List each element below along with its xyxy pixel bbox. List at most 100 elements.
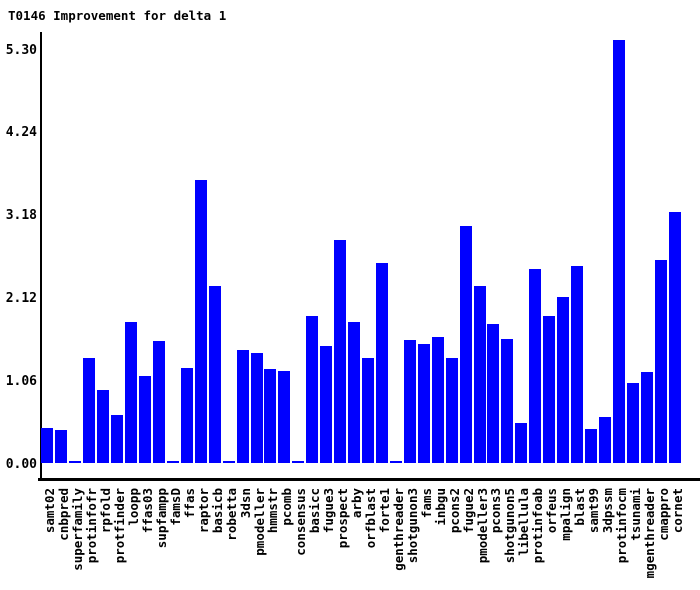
- x-tick-label-libellula: libellula: [516, 488, 532, 556]
- bar-fams: [418, 344, 430, 463]
- x-tick-label-samt02: samt02: [42, 488, 58, 534]
- x-tick-label-fugue3: fugue3: [321, 488, 337, 534]
- bar-3dsn: [237, 350, 249, 463]
- bar-arby: [348, 322, 360, 463]
- x-tick-label-inbgu: inbgu: [432, 488, 448, 526]
- bar-protfinder: [111, 415, 123, 463]
- x-axis-line: [38, 478, 700, 481]
- x-tick-label-famsD: famsD: [167, 488, 183, 526]
- x-tick-label-protinfofr: protinfofr: [84, 488, 100, 564]
- x-tick-label-samt99: samt99: [586, 488, 602, 534]
- bar-ffas03: [139, 376, 151, 463]
- x-tick-label-arby: arby: [349, 488, 365, 519]
- x-tick-label-loopp: loopp: [126, 488, 142, 526]
- x-tick-label-pcons3: pcons3: [488, 488, 504, 534]
- bar-pcomb: [278, 371, 290, 463]
- bar-protinfocm: [613, 40, 625, 463]
- x-tick-label-prospect: prospect: [335, 488, 351, 549]
- x-tick-label-mgenthreader: mgenthreader: [641, 488, 657, 579]
- y-tick-label: 1.06: [5, 373, 37, 389]
- bar-cmappro: [655, 260, 667, 463]
- bar-basicb: [209, 286, 221, 463]
- bar-protinfoab: [529, 269, 541, 463]
- x-tick-label-3dsn: 3dsn: [237, 488, 253, 519]
- x-tick-label-mpalign: mpalign: [558, 488, 574, 541]
- bar-prospect: [334, 240, 346, 463]
- x-tick-label-pcomb: pcomb: [279, 488, 295, 526]
- x-tick-label-superfamily: superfamily: [70, 488, 86, 571]
- x-tick-label-3dpssm: 3dpssm: [600, 488, 615, 534]
- x-tick-label-pmodeller3: pmodeller3: [474, 488, 490, 564]
- x-tick-label-ffas03: ffas03: [139, 488, 155, 534]
- x-tick-label-rpfold: rpfold: [98, 488, 114, 534]
- bar-forte1: [376, 263, 388, 463]
- bar-3dpssm: [599, 417, 611, 463]
- y-tick-label: 5.30: [5, 42, 37, 58]
- x-tick-label-protinfocm: protinfocm: [613, 488, 629, 564]
- x-tick-label-protfinder: protfinder: [112, 488, 128, 564]
- x-tick-label-protinfoab: protinfoab: [530, 488, 546, 564]
- bar-samt02: [41, 428, 53, 463]
- bar-ffas: [181, 368, 193, 463]
- x-tick-label-shotgunon3: shotgunon3: [404, 488, 420, 564]
- x-tick-label-supfampp: supfampp: [153, 488, 169, 549]
- x-tick-label-genthreader: genthreader: [390, 488, 406, 571]
- y-tick-label: 4.24: [5, 125, 37, 141]
- x-tick-label-fams: fams: [418, 488, 434, 519]
- bar-superfamily: [69, 461, 81, 463]
- bar-pcons3: [487, 324, 499, 463]
- bar-supfampp: [153, 341, 165, 463]
- bar-libellula: [515, 423, 527, 463]
- x-tick-label-cnbpred: cnbpred: [56, 488, 72, 541]
- bar-pmodeller: [251, 353, 263, 463]
- x-tick-label-fugue2: fugue2: [460, 488, 476, 534]
- x-tick-label-blast: blast: [572, 488, 588, 526]
- bar-famsD: [167, 461, 179, 463]
- bar-cnbpred: [55, 430, 67, 463]
- y-axis-line: [40, 32, 42, 481]
- bar-inbgu: [432, 337, 444, 463]
- bar-fugue2: [460, 226, 472, 463]
- chart-title: T0146 Improvement for delta 1: [8, 8, 227, 23]
- bar-basicc: [306, 316, 318, 463]
- bar-orfeus: [543, 316, 555, 463]
- x-tick-label-robetta: robetta: [223, 488, 239, 541]
- x-tick-label-pcons2: pcons2: [446, 488, 462, 534]
- x-tick-label-tsunami: tsunami: [627, 488, 643, 541]
- x-tick-label-hmmstr: hmmstr: [265, 488, 281, 534]
- bar-shotgunon5: [501, 339, 513, 463]
- x-tick-label-orfblast: orfblast: [363, 488, 379, 549]
- x-tick-label-basicc: basicc: [307, 488, 323, 534]
- bar-rpfold: [97, 390, 109, 463]
- bar-cornet: [669, 212, 681, 463]
- x-tick-label-consensus: consensus: [293, 488, 309, 556]
- x-tick-label-basicb: basicb: [209, 488, 225, 534]
- bar-blast: [571, 266, 583, 463]
- y-tick-label: 0.00: [5, 456, 37, 472]
- x-tick-label-forte1: forte1: [376, 488, 392, 534]
- bar-consensus: [292, 461, 304, 463]
- bar-raptor: [195, 180, 207, 463]
- bar-shotgunon3: [404, 340, 416, 463]
- x-tick-label-raptor: raptor: [195, 488, 211, 534]
- bar-samt99: [585, 429, 597, 463]
- bar-orfblast: [362, 358, 374, 463]
- bar-robetta: [223, 461, 235, 463]
- x-tick-label-pmodeller: pmodeller: [251, 488, 267, 556]
- bar-mgenthreader: [641, 372, 653, 463]
- bar-pmodeller3: [474, 286, 486, 463]
- bar-fugue3: [320, 346, 332, 463]
- bar-pcons2: [446, 358, 458, 463]
- bar-mpalign: [557, 297, 569, 463]
- bar-tsunami: [627, 383, 639, 463]
- x-tick-label-cmappro: cmappro: [655, 488, 671, 541]
- bar-loopp: [125, 322, 137, 463]
- x-tick-label-cornet: cornet: [669, 488, 685, 534]
- bar-hmmstr: [264, 369, 276, 463]
- bar-protinfofr: [83, 358, 95, 463]
- x-tick-label-ffas: ffas: [181, 488, 197, 519]
- x-tick-label-orfeus: orfeus: [544, 488, 560, 534]
- x-tick-label-shotgunon5: shotgunon5: [502, 488, 518, 564]
- y-tick-label: 3.18: [5, 208, 37, 224]
